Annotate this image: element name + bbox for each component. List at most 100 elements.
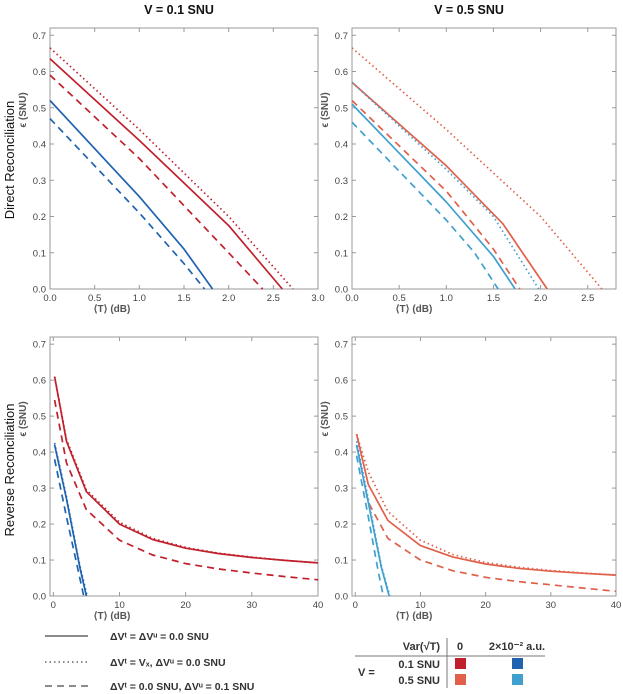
y-tick-label: 0.2	[33, 520, 46, 531]
x-tick-label: 2.5	[581, 293, 594, 304]
series-line	[53, 442, 88, 597]
y-axis-label: ϵ (SNU)	[18, 401, 29, 436]
panel-reverse-v05: 0.0 0.1 0.2 0.3 0.4 0.5 0.6 0.7 0 10 20 30 40 ⟨T⟩ (dB…	[320, 336, 622, 622]
x-axis-label: ⟨T⟩ (dB)	[94, 304, 131, 315]
y-tick-label: 0.6	[33, 67, 46, 78]
y-tick-label: 0.2	[335, 212, 348, 223]
y-tick-label: 0.4	[33, 448, 46, 459]
y-tick-label: 0.3	[33, 176, 46, 187]
x-tick-label: 0.5	[88, 293, 101, 304]
series-line	[351, 99, 521, 290]
y-tick-label: 0.7	[33, 340, 46, 351]
y-axis-label: ϵ (SNU)	[320, 92, 331, 127]
series-line	[49, 74, 264, 290]
series-line	[49, 99, 214, 290]
x-tick-label: 0.5	[393, 293, 406, 304]
legend-dotted-label: ΔVᵗ = Vₓ, ΔVᵘ = 0.0 SNU	[110, 657, 226, 669]
series-line	[355, 444, 617, 593]
table-header-col0: 0	[457, 641, 463, 653]
x-tick-label: 0	[353, 600, 358, 611]
x-axis-label: ⟨T⟩ (dB)	[396, 304, 433, 315]
x-tick-label: 0.0	[345, 293, 358, 304]
y-tick-label: 0.3	[33, 484, 46, 495]
y-tick-label: 0.1	[33, 556, 46, 567]
x-tick-label: 2.0	[534, 293, 547, 304]
swatch-v01-var2	[512, 658, 523, 669]
y-tick-label: 0.5	[33, 103, 46, 114]
y-tick-label: 0.7	[335, 340, 348, 351]
series-line	[49, 58, 283, 290]
series-line	[351, 103, 516, 290]
y-tick-label: 0.7	[33, 31, 46, 42]
y-tick-label: 0.1	[335, 248, 348, 259]
series-line	[53, 376, 319, 564]
line-style-legend: ΔVᵗ = ΔVᵘ = 0.0 SNU ΔVᵗ = Vₓ, ΔVᵘ = 0.0 …	[45, 631, 254, 693]
series-line	[355, 455, 385, 597]
x-tick-label: 2.0	[222, 293, 235, 304]
table-header-var: Var(√T)	[403, 641, 441, 653]
y-tick-label: 0.5	[33, 412, 46, 423]
plot-frame	[49, 336, 319, 597]
y-tick-label: 0.6	[335, 376, 348, 387]
y-tick-label: 0.4	[33, 140, 46, 151]
row-title-direct: Direct Reconciliation	[2, 101, 17, 220]
x-tick-label: 30	[247, 600, 258, 611]
series-line	[53, 376, 319, 564]
y-tick-label: 0.6	[33, 376, 46, 387]
series-line	[351, 121, 499, 290]
column-title-left: V = 0.1 SNU	[144, 3, 214, 17]
panel-reverse-v01: 0.0 0.1 0.2 0.3 0.4 0.5 0.6 0.7 0 10 20 30 40 ⟨T⟩ (dB…	[18, 336, 324, 622]
series-line	[49, 118, 206, 290]
color-table-legend: Var(√T) 0 2×10⁻² a.u. V = 0.1 SNU 0.5 SN…	[355, 638, 545, 688]
series-line	[53, 444, 88, 597]
legend-dashed-label: ΔVᵗ = 0.0 SNU, ΔVᵘ = 0.1 SNU	[110, 681, 254, 693]
series-line	[351, 81, 548, 290]
y-axis-label: ϵ (SNU)	[320, 401, 331, 436]
y-tick-label: 0.4	[335, 140, 348, 151]
x-tick-label: 10	[415, 600, 426, 611]
row-title-reverse: Reverse Reconciliation	[2, 404, 17, 537]
series-line	[355, 433, 617, 576]
y-tick-label: 0.3	[335, 176, 348, 187]
table-v-label: V =	[358, 667, 375, 679]
y-tick-label: 0.0	[33, 592, 46, 603]
swatch-v05-var2	[512, 674, 523, 685]
y-tick-label: 0.7	[335, 31, 348, 42]
x-tick-label: 20	[180, 600, 191, 611]
x-axis-label: ⟨T⟩ (dB)	[94, 611, 131, 622]
y-tick-label: 0.5	[335, 412, 348, 423]
x-tick-label: 1.5	[177, 293, 190, 304]
swatch-v05-var0	[455, 674, 466, 685]
y-tick-label: 0.2	[335, 520, 348, 531]
y-tick-label: 0.0	[335, 592, 348, 603]
y-tick-label: 0.0	[33, 285, 46, 296]
y-tick-label: 0.1	[33, 248, 46, 259]
table-header-col1: 2×10⁻² a.u.	[489, 641, 545, 653]
y-tick-label: 0.0	[335, 285, 348, 296]
plot-frame	[351, 336, 617, 597]
y-tick-label: 0.3	[335, 484, 348, 495]
legend-solid-label: ΔVᵗ = ΔVᵘ = 0.0 SNU	[110, 631, 209, 643]
y-tick-label: 0.4	[335, 448, 348, 459]
series-line	[355, 444, 391, 597]
panel-direct-v01: 0.0 0.1 0.2 0.3 0.4 0.5 0.6 0.7 0.0 0.5 1.0 1.5 2.0 2…	[18, 27, 325, 315]
x-tick-label: 2.5	[267, 293, 280, 304]
x-tick-label: 3.0	[311, 293, 324, 304]
y-tick-label: 0.2	[33, 212, 46, 223]
y-tick-label: 0.1	[335, 556, 348, 567]
x-tick-label: 40	[611, 600, 622, 611]
swatch-v01-var0	[455, 658, 466, 669]
x-tick-label: 0	[51, 600, 56, 611]
series-line	[355, 441, 391, 597]
x-tick-label: 0.0	[43, 293, 56, 304]
x-tick-label: 10	[114, 600, 125, 611]
series-line	[53, 459, 85, 597]
x-tick-label: 40	[313, 600, 324, 611]
y-tick-label: 0.6	[335, 67, 348, 78]
panel-direct-v05: 0.0 0.1 0.2 0.3 0.4 0.5 0.6 0.7 0.0 0.5 1.0 1.5 2.0 2…	[320, 27, 617, 315]
x-tick-label: 1.0	[440, 293, 453, 304]
table-row-label-01: 0.1 SNU	[398, 659, 440, 671]
table-row-label-05: 0.5 SNU	[398, 675, 440, 687]
series-line	[53, 399, 319, 581]
